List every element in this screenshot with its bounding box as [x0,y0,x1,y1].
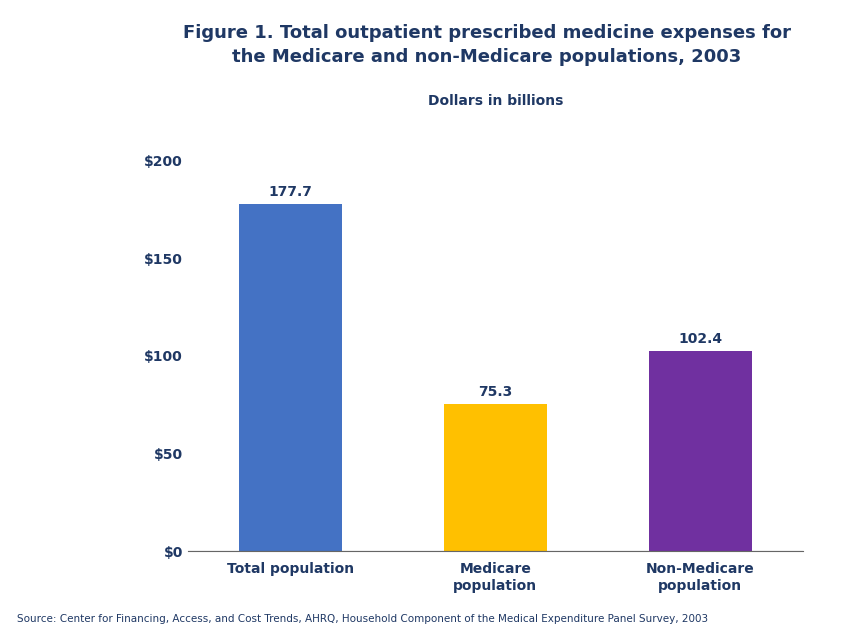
Bar [648,351,751,551]
Text: 75.3: 75.3 [478,385,512,399]
Text: 102.4: 102.4 [677,332,722,346]
Bar [239,204,341,551]
Text: 177.7: 177.7 [268,185,312,199]
Text: Dollars in billions: Dollars in billions [427,94,562,108]
Text: Source: Center for Financing, Access, and Cost Trends, AHRQ, Household Component: Source: Center for Financing, Access, an… [17,613,707,624]
Bar [444,404,546,551]
Text: Figure 1. Total outpatient prescribed medicine expenses for
the Medicare and non: Figure 1. Total outpatient prescribed me… [183,24,790,65]
